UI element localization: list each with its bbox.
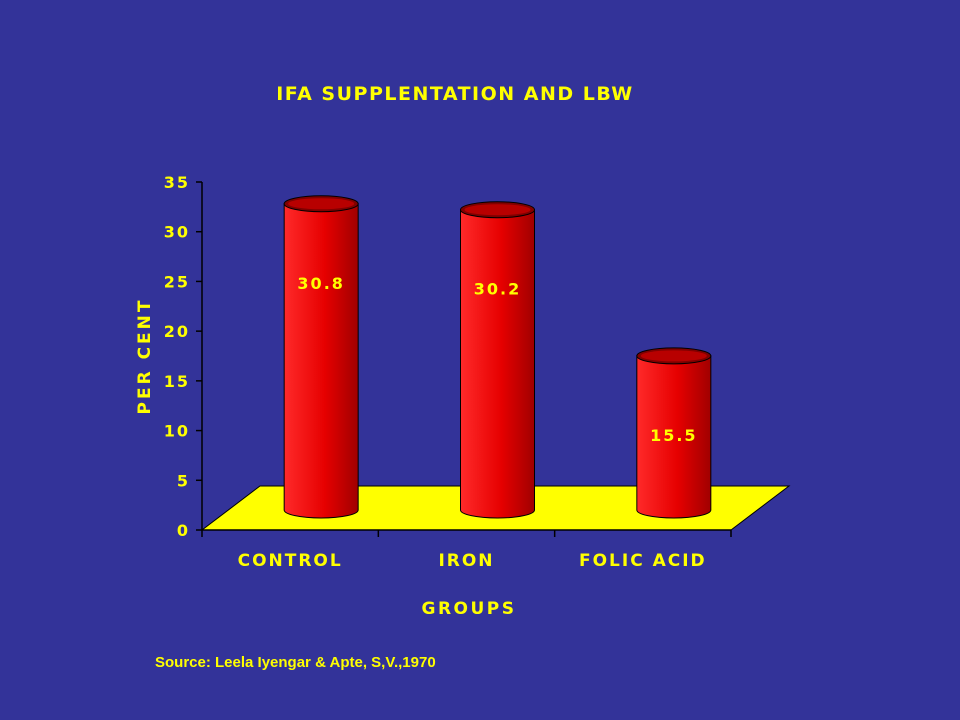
bar-top-highlight [640, 350, 707, 362]
x-category-label: CONTROL [238, 551, 343, 571]
y-tick-label: 0 [177, 521, 190, 540]
bar-top-highlight [464, 204, 531, 216]
bar-body [460, 209, 535, 519]
y-tick-label: 35 [164, 173, 190, 192]
bar [636, 347, 712, 519]
y-tick-label: 20 [164, 322, 190, 341]
chart-title: IFA SUPPLENTATION AND LBW [276, 83, 634, 105]
x-axis-label: GROUPS [421, 599, 516, 619]
bar-top-highlight [288, 198, 355, 210]
bar-data-label: 15.5 [650, 426, 697, 445]
bar-data-label: 30.2 [474, 280, 521, 299]
bar-data-label: 30.8 [297, 274, 344, 293]
y-axis-label: PER CENT [135, 298, 155, 415]
bar [283, 195, 359, 519]
bar-body [636, 355, 712, 519]
y-tick-label: 15 [164, 372, 190, 391]
x-category-label: FOLIC ACID [579, 551, 707, 571]
source-citation: Source: Leela Iyengar & Apte, S,V.,1970 [155, 654, 436, 671]
y-tick-label: 30 [164, 223, 190, 242]
bar-body [283, 203, 359, 519]
y-tick-label: 10 [164, 422, 190, 441]
y-tick-label: 25 [164, 272, 190, 291]
x-category-label: IRON [438, 551, 494, 571]
bar [460, 201, 535, 519]
y-tick-label: 5 [177, 471, 190, 490]
